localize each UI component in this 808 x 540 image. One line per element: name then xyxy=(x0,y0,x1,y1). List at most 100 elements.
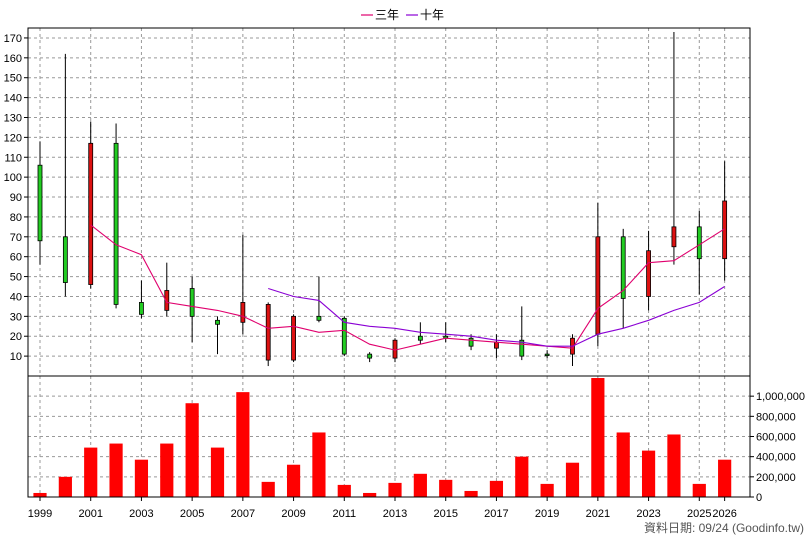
year-tick-label: 2003 xyxy=(129,508,153,520)
candle-body-up xyxy=(113,142,119,305)
candle-body-up xyxy=(62,236,68,283)
volume-tick-label: 200,000 xyxy=(756,472,796,484)
year-tick-label: 2017 xyxy=(484,508,508,520)
volume-bar xyxy=(261,481,275,497)
candle-body-up xyxy=(696,226,702,260)
ma-line-10yr xyxy=(268,286,725,347)
candle-body-down xyxy=(240,302,246,323)
price-tick-label: 40 xyxy=(10,291,22,303)
price-tick-label: 50 xyxy=(10,272,22,284)
year-tick-label: 2007 xyxy=(231,508,255,520)
year-tick-label: 2005 xyxy=(180,508,204,520)
volume-bar xyxy=(515,456,529,497)
year-tick-label: 1999 xyxy=(28,508,52,520)
volume-bar xyxy=(540,483,554,497)
price-tick-label: 160 xyxy=(4,53,22,65)
volume-bar xyxy=(185,403,199,497)
candle-body-up xyxy=(620,236,626,299)
candle-body-down xyxy=(88,142,94,285)
volume-tick-label: 0 xyxy=(756,492,762,504)
volume-bars xyxy=(33,378,732,497)
price-axis: 10 20 30 40 50 60 70 80 90 100 110 120 130 140 150 160 1… xyxy=(4,33,28,363)
volume-axis: 0 200,000 400,000 600,000 800,000 1,000,000 xyxy=(750,391,805,504)
volume-plot-frame xyxy=(27,375,751,498)
volume-bar xyxy=(58,476,72,497)
candle-body-down xyxy=(392,339,398,359)
volume-bar xyxy=(160,443,174,497)
year-tick-label: 2019 xyxy=(535,508,559,520)
volume-bar xyxy=(33,492,47,497)
year-tick-label: 2011 xyxy=(332,508,356,520)
year-tick-label: 2009 xyxy=(281,508,305,520)
footer-source: 資料日期: 09/24 (Goodinfo.tw) xyxy=(644,521,804,535)
year-tick-label: 2001 xyxy=(78,508,102,520)
moving-average-lines xyxy=(90,224,725,351)
year-tick-label: 2013 xyxy=(383,508,407,520)
year-tick-label: 2021 xyxy=(586,508,610,520)
volume-bar xyxy=(439,479,453,497)
volume-bar xyxy=(641,450,656,497)
candle-body-down xyxy=(671,226,677,248)
legend: 三年 十年 xyxy=(361,8,444,22)
candle-body-up xyxy=(519,339,525,357)
year-tick-label: 2026 xyxy=(712,508,736,520)
price-tick-label: 70 xyxy=(10,232,22,244)
candle-body-down xyxy=(265,304,271,361)
price-tick-label: 90 xyxy=(10,192,22,204)
price-tick-label: 100 xyxy=(4,172,22,184)
price-tick-label: 10 xyxy=(10,351,22,363)
candle-body-up xyxy=(468,337,474,347)
candle-body-up xyxy=(544,353,550,357)
candle-body-down xyxy=(291,315,296,361)
year-tick-label: 2015 xyxy=(433,508,457,520)
volume-bar xyxy=(109,443,123,497)
ma-line-3yr xyxy=(90,224,725,351)
price-plot-frame xyxy=(27,27,751,377)
candle-body-up xyxy=(341,317,347,355)
legend-label-3yr: 三年 xyxy=(375,8,399,22)
volume-bar xyxy=(413,473,427,497)
volume-tick-label: 800,000 xyxy=(756,411,796,423)
volume-tick-label: 600,000 xyxy=(756,432,796,444)
candlesticks xyxy=(37,31,728,367)
volume-bar xyxy=(565,462,580,497)
volume-bar xyxy=(134,459,149,497)
volume-bar xyxy=(210,447,225,497)
volume-bar xyxy=(667,434,681,497)
price-tick-label: 170 xyxy=(4,33,22,45)
candle-body-up xyxy=(139,302,144,315)
candle-body-up xyxy=(316,315,322,321)
price-tick-label: 110 xyxy=(4,152,22,164)
year-tick-label: 2023 xyxy=(636,508,660,520)
candle-body-up xyxy=(215,319,220,325)
volume-bar xyxy=(591,378,605,497)
price-tick-label: 60 xyxy=(10,252,22,264)
candle-body-down xyxy=(595,236,601,335)
price-tick-label: 80 xyxy=(10,212,22,224)
candle-body-down xyxy=(494,341,499,349)
price-tick-label: 30 xyxy=(10,311,22,323)
volume-bar xyxy=(718,459,732,497)
price-tick-label: 130 xyxy=(4,112,22,124)
volume-bar xyxy=(464,490,478,497)
candle-body-down xyxy=(164,290,170,311)
candle-body-up xyxy=(37,164,43,242)
volume-bar xyxy=(312,432,326,497)
legend-label-10yr: 十年 xyxy=(420,8,444,22)
candle-body-down xyxy=(646,250,651,297)
volume-bar xyxy=(616,432,630,497)
year-axis: 1999 2001 2003 2005 2007 2009 2011 2013 2015 2017… xyxy=(28,497,737,520)
volume-bar xyxy=(337,484,351,497)
candle-body-up xyxy=(417,335,423,341)
volume-bar xyxy=(84,447,98,497)
volume-bar xyxy=(236,392,250,497)
price-tick-label: 150 xyxy=(4,73,22,85)
volume-bar xyxy=(692,483,706,497)
price-tick-label: 120 xyxy=(4,132,22,144)
volume-bar xyxy=(286,464,301,497)
candle-body-up xyxy=(367,353,373,359)
price-gridlines xyxy=(28,28,750,376)
volume-tick-label: 400,000 xyxy=(756,452,796,464)
volume-bar xyxy=(388,482,402,497)
